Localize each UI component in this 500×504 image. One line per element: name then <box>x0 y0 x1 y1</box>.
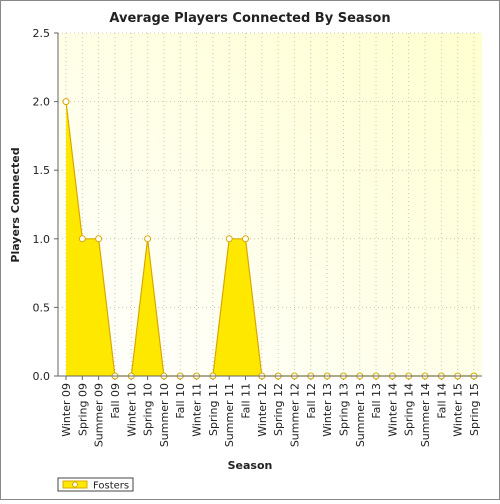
legend-marker <box>72 481 78 488</box>
x-tick-label: Fall 14 <box>435 383 448 419</box>
y-tick-label: 2.5 <box>33 27 51 40</box>
x-tick-label: Fall 12 <box>305 383 318 419</box>
x-tick-label: Spring 15 <box>468 383 481 436</box>
x-axis-title: Season <box>228 459 273 472</box>
y-axis-title: Players Connected <box>9 147 22 262</box>
marker <box>242 235 250 243</box>
x-tick-label: Summer 12 <box>288 383 301 447</box>
x-tick-label: Summer 11 <box>223 383 236 447</box>
x-tick-label: Fall 13 <box>370 383 383 419</box>
y-tick-label: 0.0 <box>33 370 51 383</box>
x-tick-label: Winter 13 <box>321 383 334 437</box>
x-tick-label: Spring 10 <box>142 383 155 436</box>
x-tick-label: Winter 11 <box>191 383 204 437</box>
x-tick-label: Summer 14 <box>419 383 432 447</box>
marker <box>95 235 103 243</box>
x-tick-label: Winter 10 <box>125 383 138 437</box>
x-tick-label: Fall 11 <box>240 383 253 419</box>
marker <box>62 98 70 106</box>
x-tick-label: Spring 12 <box>272 383 285 436</box>
y-tick-label: 1.5 <box>33 164 51 177</box>
x-tick-label: Spring 11 <box>207 383 220 436</box>
x-tick-label: Spring 14 <box>403 383 416 436</box>
marker <box>78 235 86 243</box>
x-tick-label: Fall 09 <box>109 383 122 419</box>
x-tick-label: Summer 09 <box>93 383 106 447</box>
x-tick-label: Summer 10 <box>158 383 171 447</box>
x-tick-label: Spring 09 <box>76 383 89 436</box>
x-tick-label: Summer 13 <box>354 383 367 447</box>
plot-area <box>58 33 482 376</box>
chart-title: Average Players Connected By Season <box>109 11 390 26</box>
area <box>66 101 474 376</box>
x-tick-label: Spring 13 <box>337 383 350 436</box>
legend-label: Fosters <box>93 481 129 492</box>
x-tick-label: Winter 14 <box>386 383 399 437</box>
marker <box>225 235 233 243</box>
y-tick-label: 2.0 <box>33 96 51 109</box>
y-tick-label: 0.5 <box>33 301 51 314</box>
x-tick-label: Winter 09 <box>60 383 73 437</box>
marker <box>144 235 152 243</box>
x-tick-label: Winter 15 <box>452 383 465 437</box>
x-tick-label: Fall 10 <box>174 383 187 419</box>
y-tick-label: 1.0 <box>33 233 51 246</box>
x-tick-label: Winter 12 <box>256 383 269 437</box>
